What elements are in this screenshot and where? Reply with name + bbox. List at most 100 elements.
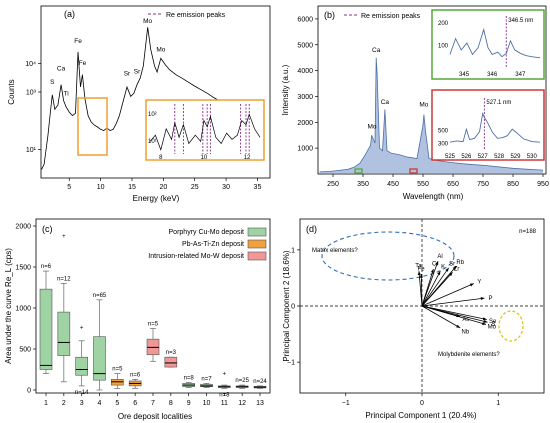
panel-b-xtick-label: 750	[477, 181, 489, 188]
panel-c-n-label: n=6	[41, 264, 52, 270]
panel-a: (a) Re emission peaks Energy (keV) Count…	[7, 5, 271, 203]
panel-a-spectrum-line	[41, 27, 265, 170]
panel-d-vector	[421, 265, 457, 307]
panel-c-outlier: +	[223, 372, 227, 378]
panel-b-ytick-label: 2000	[297, 120, 313, 127]
panel-b-peak-label: Ca	[381, 99, 390, 106]
panel-b-xtick-label: 850	[507, 181, 519, 188]
panel-d-vector	[421, 305, 487, 320]
panel-b-xlabel: Wavelength (nm)	[403, 192, 464, 201]
panel-c-n-label: n=65	[93, 293, 107, 299]
panel-c-n-label: n=14	[75, 390, 89, 396]
panel-b-spectrum-fill	[319, 57, 543, 175]
panel-d-xtick-label: 1	[496, 400, 500, 407]
panel-d-vector-label: Sr	[449, 261, 455, 267]
panel-c-box	[164, 356, 178, 368]
panel-d-matrix-label: Matrix elements?	[312, 248, 358, 254]
panel-a-ytick-label: 10⁴	[25, 61, 36, 68]
panel-a-zoom-box	[77, 97, 108, 156]
panel-c-xtick-label: 10	[203, 400, 211, 407]
panel-b-xtick-label: 450	[387, 181, 399, 188]
panel-b-ylabel: Intensity (a.u.)	[281, 64, 290, 115]
panel-d-vector-head	[435, 261, 439, 266]
panel-d-vector-head	[482, 322, 487, 325]
panel-d-vector-label: Ta	[415, 264, 422, 270]
panel-a-inset-trace	[149, 113, 261, 151]
panel-d-vector-head	[445, 267, 449, 272]
panel-d-vector-label: Cr	[432, 262, 438, 268]
panel-b-inset-xtick-label: 530	[527, 154, 538, 160]
panel-c-ytick-label: 500	[19, 347, 31, 354]
panel-a-ylabel: Counts	[7, 79, 16, 104]
panel-d-vector-head	[419, 274, 423, 278]
panel-b-xtick-label: 650	[447, 181, 459, 188]
panel-c-legend-label: Porphyry Cu-Mo deposit	[169, 229, 245, 236]
panel-d-vector-head	[482, 317, 487, 321]
panel-c-box	[57, 311, 71, 356]
panel-a-peak-label: Mo	[143, 18, 152, 25]
panel-c-legend: Porphyry Cu-Mo deposit Pb-As-Ti-Zn deposi…	[148, 227, 267, 261]
panel-c-n-label: n=8	[184, 376, 195, 382]
panel-d-vector	[421, 283, 475, 307]
panel-a-peak-label: Ca	[57, 65, 66, 72]
panel-a-peak-label: Fe	[74, 38, 82, 45]
panel-d-ytick-label: 0	[291, 304, 295, 311]
panel-a-xtick-label: 35	[254, 184, 262, 191]
panel-b-inset-xtick-label: 529	[510, 154, 521, 160]
panel-b-green-marker	[354, 168, 363, 174]
panel-d-vector-head	[452, 266, 457, 270]
panel-d-vector	[421, 305, 488, 323]
panel-c-yticks: 0 500 1000 1500 2000	[15, 224, 36, 395]
panel-c-n-label: n=5	[112, 367, 123, 373]
panel-b-inset-xtick-label: 345	[459, 72, 470, 78]
panel-b-inset-bottom-frame	[431, 89, 545, 161]
panel-a-inset-ytick-label: 10¹	[148, 139, 157, 145]
panel-c-box	[93, 336, 106, 381]
panel-b-inset-ytick-label: 300	[438, 142, 449, 148]
panel-d-vector-head	[480, 297, 485, 301]
panel-d-ytick-label: −1	[287, 360, 295, 367]
panel-d-vector	[421, 267, 450, 307]
panel-c-legend-label: Intrusion-related Mo-W deposit	[148, 253, 244, 260]
panel-b-yticks: 1000 2000 3000 4000 5000 6000	[297, 16, 318, 153]
panel-d-vector-label: K	[441, 264, 445, 270]
panel-d-vector-head	[448, 272, 453, 277]
panel-b-inset-trace	[449, 27, 541, 59]
panel-c-xlabel: Ore deposit localities	[118, 412, 192, 421]
panel-b-ytick-label: 6000	[297, 16, 313, 23]
panel-c-ytick-label: 0	[27, 388, 31, 395]
panel-d-vector-label: S	[491, 322, 495, 328]
panel-c-n-label: n=25	[235, 378, 249, 384]
panel-b-xtick-label: 550	[417, 181, 429, 188]
panel-a-inset-re-lines	[174, 104, 250, 154]
panel-c-n-label: n=3	[166, 350, 177, 356]
panel-b-spectrum-line	[319, 57, 544, 173]
panel-b-ytick-label: 1000	[297, 146, 313, 153]
panel-c: (c) Ore deposit localities Area under th…	[4, 218, 271, 421]
panel-c-n-label: n=6	[130, 372, 141, 378]
panel-d-vector-label: Fe	[418, 267, 426, 273]
panel-b-inset-ytick-label: 200	[438, 21, 449, 27]
panel-c-xtick-label: 8	[169, 400, 173, 407]
panel-c-xtick-label: 13	[256, 400, 264, 407]
panel-d-vector	[421, 260, 439, 307]
panel-d: (d) n=188 Principal Component 1 (20.4%) …	[282, 218, 545, 420]
panel-d-xtick-label: −1	[342, 400, 350, 407]
panel-c-xtick-label: 5	[115, 400, 119, 407]
panel-c-legend-label: Pb-As-Ti-Zn deposit	[182, 241, 244, 248]
panel-d-vector-label: Nb	[461, 329, 469, 335]
panel-a-xtick-label: 15	[128, 184, 136, 191]
panel-b-peak-label: Mo	[367, 123, 376, 130]
panel-d-vector	[421, 297, 485, 307]
panel-a-peak-label: Sr	[124, 70, 131, 77]
panel-a-peak-label: Mo	[156, 47, 165, 54]
panel-c-xtick-label: 2	[62, 400, 66, 407]
panel-d-moly-label: Molybdenite elements?	[438, 352, 500, 358]
panel-a-legend-text: Re emission peaks	[166, 12, 226, 19]
panel-d-xtick-label: 0	[420, 400, 424, 407]
panel-b-inset-ytick-label: 500	[438, 129, 449, 135]
panel-b-inset-ytick-label: 100	[438, 43, 449, 49]
panel-b-inset-xtick-label: 528	[494, 154, 505, 160]
panel-b-xtick-label: 950	[537, 181, 549, 188]
